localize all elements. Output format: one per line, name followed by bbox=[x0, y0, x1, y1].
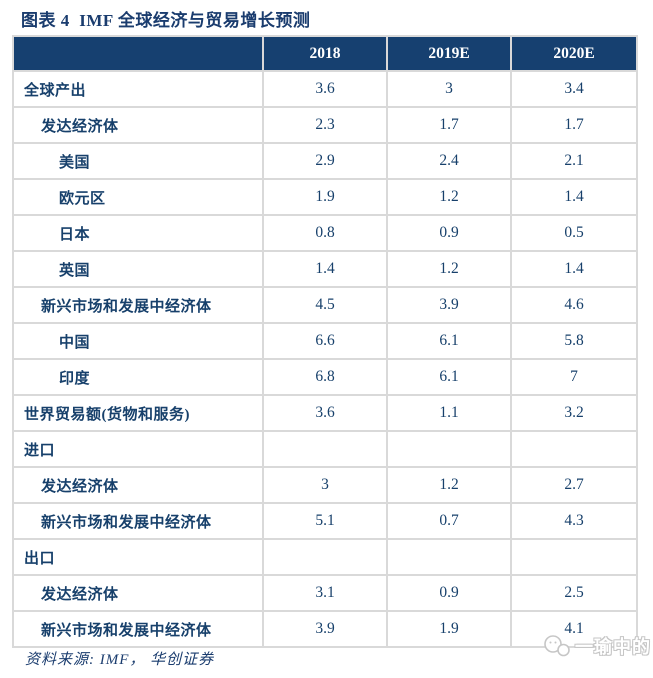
row-label: 美国 bbox=[14, 144, 264, 178]
value-cell: 0.5 bbox=[564, 224, 584, 241]
value-cell: 1.9 bbox=[264, 180, 388, 214]
value-cell: 4.3 bbox=[564, 512, 584, 529]
row-label: 欧元区 bbox=[14, 180, 264, 214]
header-cell: 2019E bbox=[388, 37, 512, 70]
watermark-text: 一瑜中的 bbox=[575, 637, 651, 657]
row-label: 发达经济体 bbox=[14, 468, 264, 502]
row-label: 新兴市场和发展中经济体 bbox=[14, 288, 264, 322]
table-row: 日本 0.8 0.9 0.5 bbox=[14, 216, 636, 252]
value-cell: 3 bbox=[388, 72, 512, 106]
value-cell bbox=[388, 540, 512, 574]
value-cell: 0.9 bbox=[388, 216, 512, 250]
value-cell: 6.6 bbox=[264, 324, 388, 358]
value-cell: 1.2 bbox=[388, 252, 512, 286]
row-label: 印度 bbox=[14, 360, 264, 394]
row-label: 进口 bbox=[14, 432, 264, 466]
table-row: 中国 6.6 6.1 5.8 bbox=[14, 324, 636, 360]
row-label: 世界贸易额(货物和服务) bbox=[14, 396, 264, 430]
table-row: 发达经济体 3.1 0.9 2.5 bbox=[14, 576, 636, 612]
value-cell bbox=[264, 540, 388, 574]
value-cell: 2.9 bbox=[264, 144, 388, 178]
table-row: 印度 6.8 6.1 7 bbox=[14, 360, 636, 396]
forecast-table: 2018 2019E 2020E 全球产出 3.6 3 3.4 发达经济体 2.3 1.7 1.7… bbox=[12, 35, 638, 648]
value-cell bbox=[264, 432, 388, 466]
header-cell: 2020E bbox=[553, 44, 595, 62]
value-cell: 5.1 bbox=[264, 504, 388, 538]
value-cell: 1.9 bbox=[388, 612, 512, 646]
value-cell: 1.7 bbox=[388, 108, 512, 142]
value-cell: 1.1 bbox=[388, 396, 512, 430]
value-cell: 3.1 bbox=[264, 576, 388, 610]
row-label: 出口 bbox=[14, 540, 264, 574]
value-cell: 1.4 bbox=[264, 252, 388, 286]
value-cell: 7 bbox=[570, 368, 578, 385]
row-label: 中国 bbox=[14, 324, 264, 358]
value-cell: 6.1 bbox=[388, 324, 512, 358]
value-cell: 2.5 bbox=[564, 584, 584, 601]
table-row: 发达经济体 3 1.2 2.7 bbox=[14, 468, 636, 504]
source-note: 资料来源: IMF， 华创证券 bbox=[25, 652, 215, 668]
chat-bubbles-icon bbox=[544, 635, 570, 657]
value-cell: 3.9 bbox=[388, 288, 512, 322]
row-label: 日本 bbox=[14, 216, 264, 250]
table-row: 欧元区 1.9 1.2 1.4 bbox=[14, 180, 636, 216]
table-row: 美国 2.9 2.4 2.1 bbox=[14, 144, 636, 180]
table-row: 英国 1.4 1.2 1.4 bbox=[14, 252, 636, 288]
row-label: 新兴市场和发展中经济体 bbox=[14, 504, 264, 538]
header-cell-empty bbox=[14, 37, 264, 70]
table-row: 新兴市场和发展中经济体 5.1 0.7 4.3 bbox=[14, 504, 636, 540]
value-cell: 0.7 bbox=[388, 504, 512, 538]
value-cell: 1.4 bbox=[564, 188, 584, 205]
table-row: 出口 bbox=[14, 540, 636, 576]
value-cell: 0.8 bbox=[264, 216, 388, 250]
watermark: 一瑜中的 bbox=[542, 633, 651, 659]
table-row: 世界贸易额(货物和服务) 3.6 1.1 3.2 bbox=[14, 396, 636, 432]
value-cell: 3.2 bbox=[564, 404, 584, 421]
value-cell: 1.2 bbox=[388, 468, 512, 502]
value-cell: 6.1 bbox=[388, 360, 512, 394]
value-cell: 3 bbox=[264, 468, 388, 502]
value-cell: 3.6 bbox=[264, 72, 388, 106]
table-row: 新兴市场和发展中经济体 4.5 3.9 4.6 bbox=[14, 288, 636, 324]
value-cell: 3.6 bbox=[264, 396, 388, 430]
value-cell bbox=[388, 432, 512, 466]
value-cell: 1.2 bbox=[388, 180, 512, 214]
table-row: 全球产出 3.6 3 3.4 bbox=[14, 72, 636, 108]
value-cell: 1.4 bbox=[564, 260, 584, 277]
figure-title: 图表 4 IMF 全球经济与贸易增长预测 bbox=[21, 11, 311, 30]
row-label: 新兴市场和发展中经济体 bbox=[14, 612, 264, 646]
row-label: 英国 bbox=[14, 252, 264, 286]
value-cell: 3.9 bbox=[264, 612, 388, 646]
value-cell: 0.9 bbox=[388, 576, 512, 610]
table-body: 全球产出 3.6 3 3.4 发达经济体 2.3 1.7 1.7 美国 2.9 2.4 2.1 欧元区 1… bbox=[14, 72, 636, 646]
table-row: 新兴市场和发展中经济体 3.9 1.9 4.1 bbox=[14, 612, 636, 646]
value-cell: 1.7 bbox=[564, 116, 584, 133]
value-cell: 4.1 bbox=[564, 620, 584, 637]
value-cell: 2.4 bbox=[388, 144, 512, 178]
value-cell: 3.4 bbox=[564, 80, 584, 97]
value-cell: 4.5 bbox=[264, 288, 388, 322]
header-cell: 2018 bbox=[264, 37, 388, 70]
value-cell: 6.8 bbox=[264, 360, 388, 394]
value-cell: 4.6 bbox=[564, 296, 584, 313]
value-cell: 5.8 bbox=[564, 332, 584, 349]
table-header-row: 2018 2019E 2020E bbox=[14, 37, 636, 72]
value-cell bbox=[512, 432, 636, 466]
table-row: 发达经济体 2.3 1.7 1.7 bbox=[14, 108, 636, 144]
value-cell: 2.1 bbox=[564, 152, 584, 169]
value-cell bbox=[512, 540, 636, 574]
value-cell: 2.3 bbox=[264, 108, 388, 142]
row-label: 发达经济体 bbox=[14, 108, 264, 142]
row-label: 全球产出 bbox=[14, 72, 264, 106]
table-row: 进口 bbox=[14, 432, 636, 468]
row-label: 发达经济体 bbox=[14, 576, 264, 610]
value-cell: 2.7 bbox=[564, 476, 584, 493]
